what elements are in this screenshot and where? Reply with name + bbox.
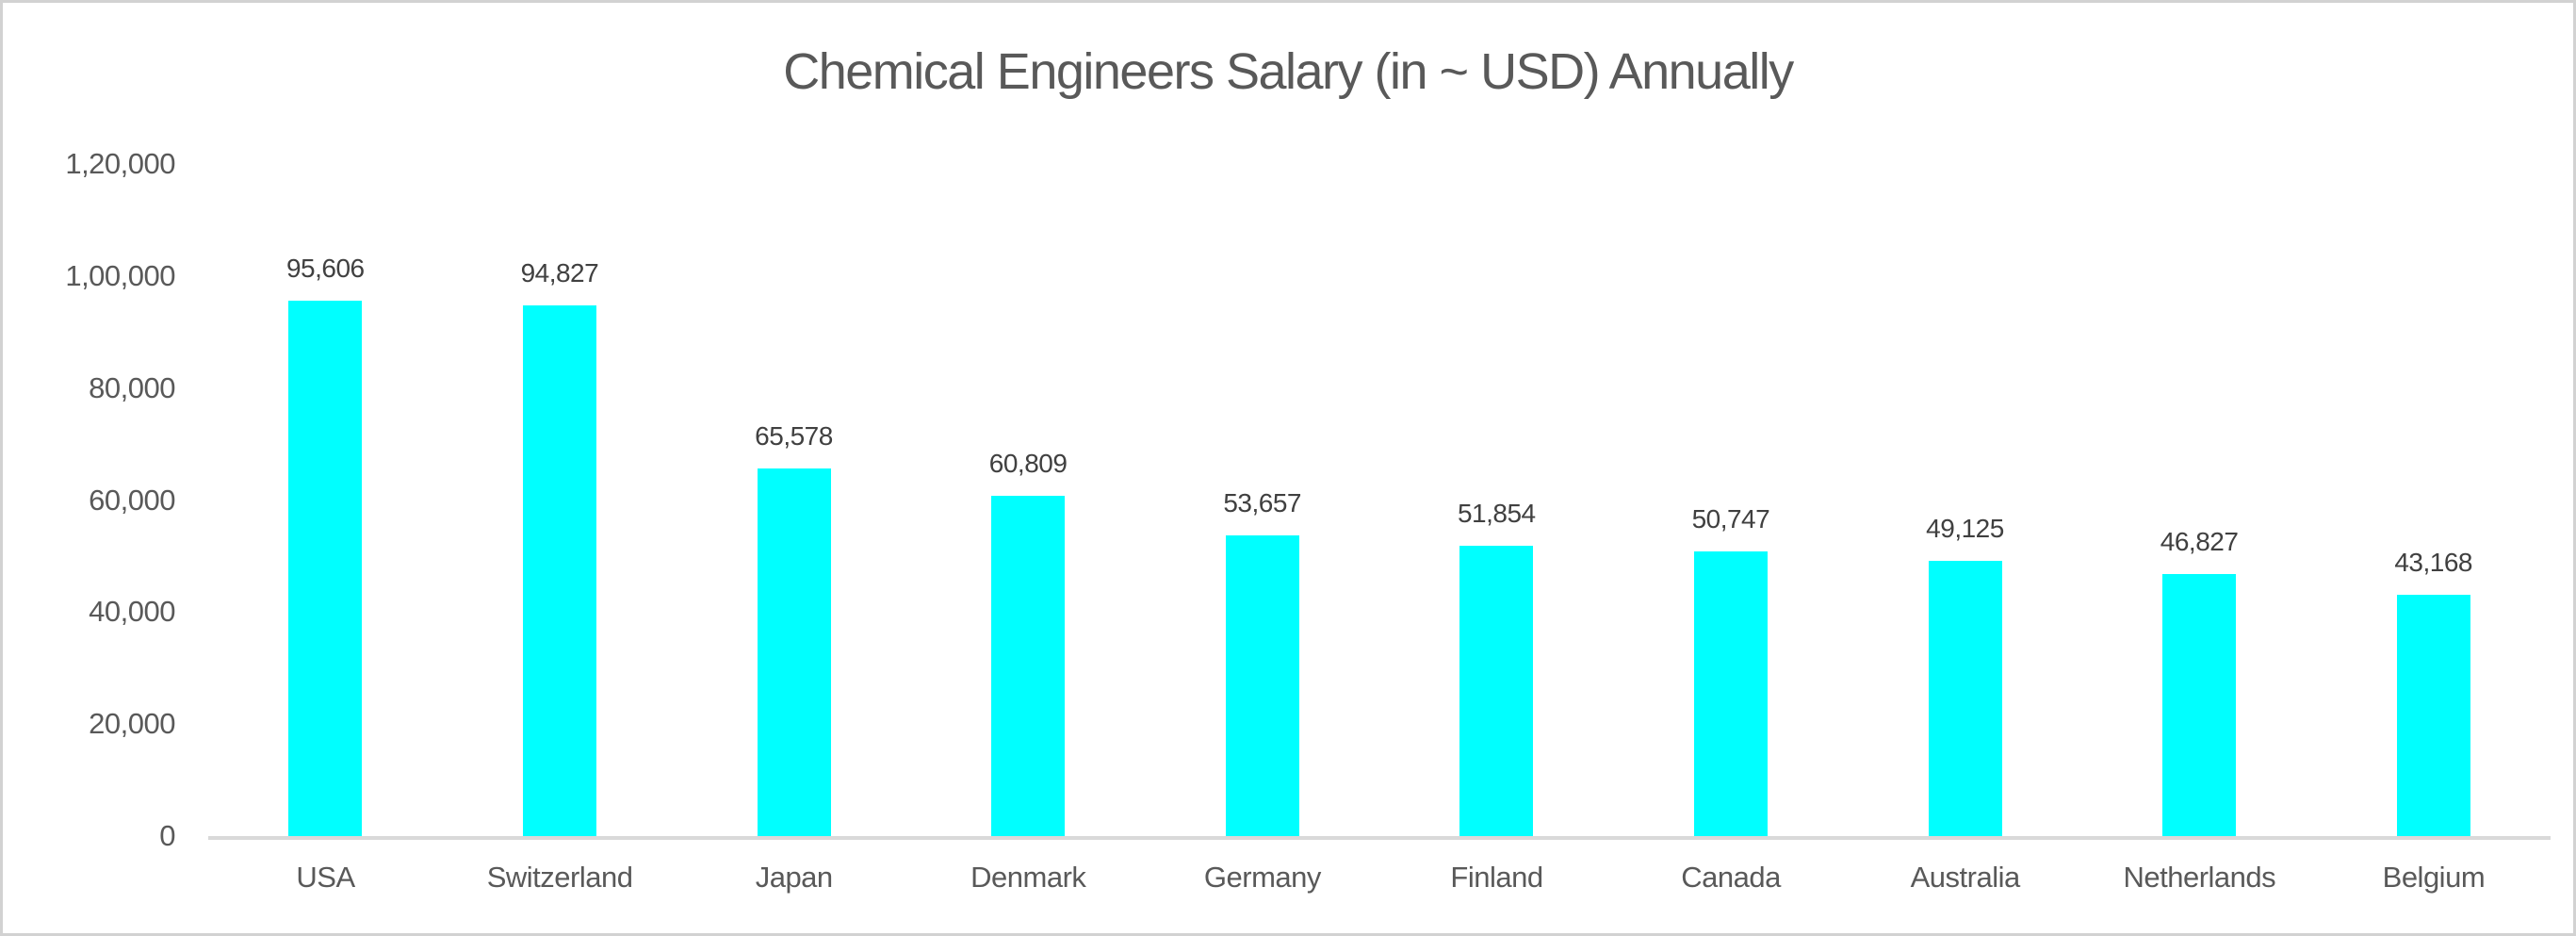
bar-value-label: 60,809 (988, 448, 1068, 478)
bar-switzerland (522, 304, 596, 836)
y-axis-tick-label: 0 (159, 819, 175, 852)
plot-area: 95,606 94,827 65,578 60,809 53,657 51,854 50,7… (208, 164, 2551, 840)
bar-finland (1459, 545, 1534, 836)
y-axis: 0 20,000 40,000 60,000 80,000 1,00,000 1,20,00… (3, 3, 175, 933)
bar-netherlands (2162, 573, 2237, 836)
x-axis-category-label: Canada (1681, 861, 1781, 894)
bar-value-label: 95,606 (285, 253, 365, 283)
x-axis-category-label: Finland (1450, 861, 1543, 894)
bar-usa (288, 300, 363, 836)
x-axis-category-label: Netherlands (2123, 861, 2276, 894)
x-axis-category-label: USA (296, 861, 355, 894)
x-axis-category-label: Germany (1203, 861, 1321, 894)
bar-value-label: 51,854 (1457, 498, 1536, 528)
bar-value-label: 65,578 (755, 421, 833, 452)
chart-title: Chemical Engineers Salary (in ~ USD) Ann… (783, 43, 1794, 100)
x-axis-category-label: Australia (1910, 861, 2021, 894)
x-axis-category-label: Denmark (970, 861, 1086, 894)
y-axis-tick-label: 1,20,000 (65, 147, 175, 180)
bar-australia (1928, 561, 2002, 836)
bar-japan (757, 468, 831, 836)
bar-germany (1225, 535, 1299, 836)
x-axis-category-label: Belgium (2382, 861, 2486, 894)
y-axis-tick-label: 80,000 (89, 370, 175, 404)
bar-value-label: 94,827 (520, 257, 599, 287)
bar-value-label: 49,125 (1926, 514, 2004, 544)
bar-value-label: 53,657 (1223, 488, 1301, 518)
y-axis-tick-label: 40,000 (89, 595, 175, 629)
x-axis-category-label: Switzerland (486, 861, 633, 894)
y-axis-tick-label: 1,00,000 (65, 258, 175, 292)
y-axis-tick-label: 60,000 (89, 483, 175, 517)
bar-value-label: 46,827 (2160, 526, 2239, 556)
x-axis-line (208, 836, 2551, 840)
bar-denmark (991, 495, 1066, 836)
x-axis-category-label: Japan (755, 861, 833, 894)
bar-belgium (2396, 594, 2470, 836)
bar-value-label: 43,168 (2394, 547, 2472, 577)
y-axis-tick-label: 20,000 (89, 707, 175, 741)
bar-canada (1693, 551, 1768, 836)
bar-value-label: 50,747 (1691, 504, 1770, 534)
